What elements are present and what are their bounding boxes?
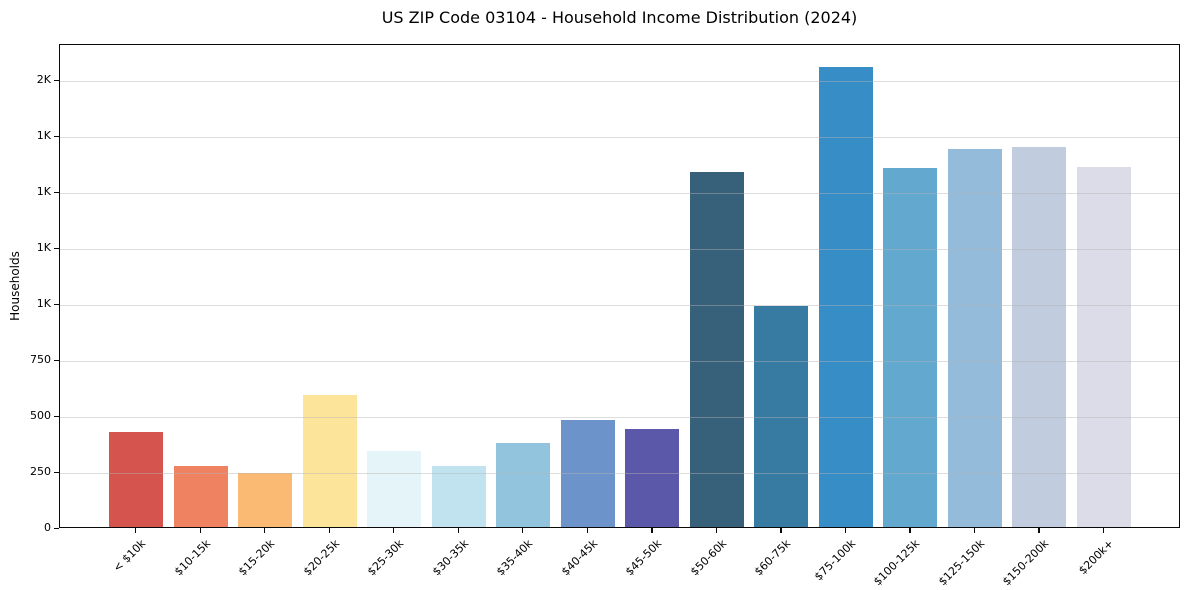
y-tick-label: 500 — [30, 408, 51, 422]
bar-150-200k — [1012, 147, 1067, 527]
y-tick-mark — [54, 471, 59, 474]
x-tick-mark — [264, 528, 266, 533]
x-tick-label: $150-200k — [1000, 537, 1052, 589]
plot-area — [59, 44, 1180, 528]
bar-60-75k — [754, 305, 809, 527]
gridline — [60, 80, 1179, 82]
x-tick-label: $100-125k — [871, 537, 923, 589]
bar-45-50k — [625, 428, 680, 527]
y-tick-label: 1K — [36, 128, 51, 142]
x-tick-label: $40-45k — [558, 537, 600, 579]
x-tick-mark — [457, 528, 459, 533]
y-tick-label: 1K — [36, 184, 51, 198]
x-tick-label: $75-100k — [811, 537, 859, 584]
bar-25-30k — [367, 451, 422, 527]
x-tick-mark — [135, 528, 137, 533]
y-tick-label: 0 — [44, 521, 51, 534]
y-axis-label: Households — [8, 251, 22, 321]
y-tick-mark — [54, 191, 59, 194]
gridline — [60, 360, 1179, 362]
bar-50-60k — [689, 171, 744, 527]
y-tick-mark — [54, 247, 59, 250]
bar-200k — [1076, 167, 1131, 527]
x-tick-label: $10-15k — [171, 537, 213, 579]
y-tick-mark — [54, 135, 59, 138]
y-tick-mark — [54, 415, 59, 418]
bar-30-35k — [431, 465, 486, 527]
gridline — [60, 248, 1179, 250]
bar-125-150k — [947, 149, 1002, 527]
x-tick-mark — [199, 528, 201, 533]
bar-20-25k — [302, 395, 357, 527]
x-tick-label: $200k+ — [1076, 537, 1117, 578]
x-tick-label: < $10k — [110, 537, 149, 575]
x-tick-mark — [522, 528, 524, 533]
x-tick-label: $30-35k — [429, 537, 471, 579]
x-tick-label: $20-25k — [300, 537, 342, 579]
x-tick-label: $15-20k — [235, 537, 278, 579]
x-tick-mark — [715, 528, 718, 533]
chart-title: US ZIP Code 03104 - Household Income Dis… — [381, 8, 858, 27]
bar-75-100k — [818, 67, 873, 527]
gridline — [60, 416, 1179, 418]
x-tick-mark — [973, 528, 976, 533]
bar-40-45k — [560, 419, 615, 527]
bar-100-125k — [883, 168, 938, 527]
y-tick-mark — [54, 528, 59, 530]
gridline — [60, 192, 1179, 194]
y-tick-mark — [54, 79, 59, 82]
x-tick-label: $50-60k — [687, 537, 729, 579]
x-tick-mark — [586, 528, 588, 533]
y-tick-mark — [54, 303, 59, 306]
y-tick-label: 1K — [36, 296, 51, 310]
x-tick-mark — [909, 528, 911, 533]
y-tick-label: 250 — [30, 464, 51, 478]
x-tick-mark — [651, 528, 653, 533]
gridline — [60, 136, 1179, 138]
bar-35-40k — [496, 442, 551, 527]
bar-10k — [109, 431, 163, 527]
x-tick-label: $60-75k — [752, 537, 794, 579]
gridline — [60, 472, 1179, 474]
x-tick-mark — [1102, 528, 1105, 533]
gridline — [60, 304, 1179, 306]
y-tick-label: 2K — [36, 72, 51, 86]
x-tick-mark — [780, 528, 782, 533]
y-tick-mark — [54, 359, 59, 362]
x-tick-label: $45-50k — [623, 537, 665, 579]
bar-15-20k — [238, 472, 293, 527]
bar-10-15k — [173, 465, 228, 527]
y-tick-label: 750 — [30, 352, 51, 366]
x-tick-mark — [844, 528, 847, 533]
y-tick-label: 1K — [36, 240, 51, 254]
x-tick-label: $25-30k — [365, 537, 407, 579]
x-tick-label: $35-40k — [494, 537, 536, 579]
x-tick-label: $125-150k — [935, 537, 988, 589]
x-tick-mark — [393, 528, 395, 533]
x-tick-mark — [328, 528, 330, 533]
x-tick-mark — [1038, 528, 1040, 533]
